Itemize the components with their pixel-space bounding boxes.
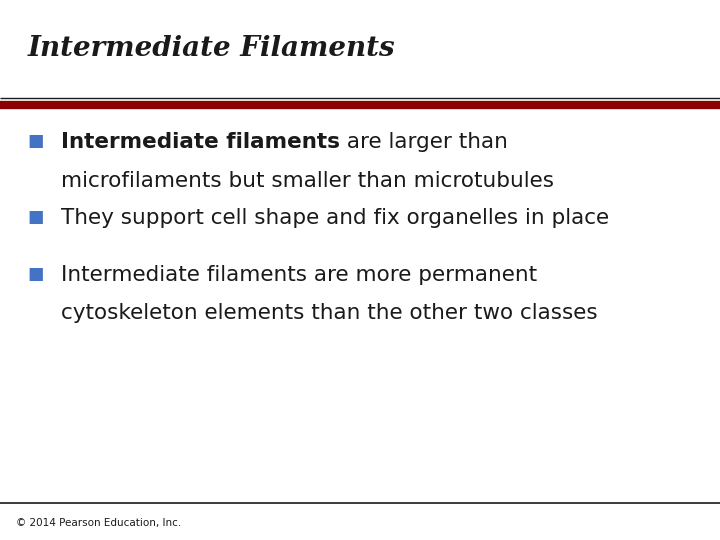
Text: are larger than: are larger than	[340, 132, 508, 152]
Text: ■: ■	[27, 132, 44, 150]
Text: Intermediate Filaments: Intermediate Filaments	[27, 35, 395, 62]
Text: Intermediate filaments are more permanent: Intermediate filaments are more permanen…	[61, 265, 537, 285]
Text: ■: ■	[27, 208, 44, 226]
Text: cytoskeleton elements than the other two classes: cytoskeleton elements than the other two…	[61, 303, 598, 323]
Text: microfilaments but smaller than microtubules: microfilaments but smaller than microtub…	[61, 171, 554, 191]
Text: © 2014 Pearson Education, Inc.: © 2014 Pearson Education, Inc.	[16, 518, 181, 528]
Text: ■: ■	[27, 265, 44, 282]
Text: Intermediate filaments: Intermediate filaments	[61, 132, 340, 152]
Text: They support cell shape and fix organelles in place: They support cell shape and fix organell…	[61, 208, 609, 228]
